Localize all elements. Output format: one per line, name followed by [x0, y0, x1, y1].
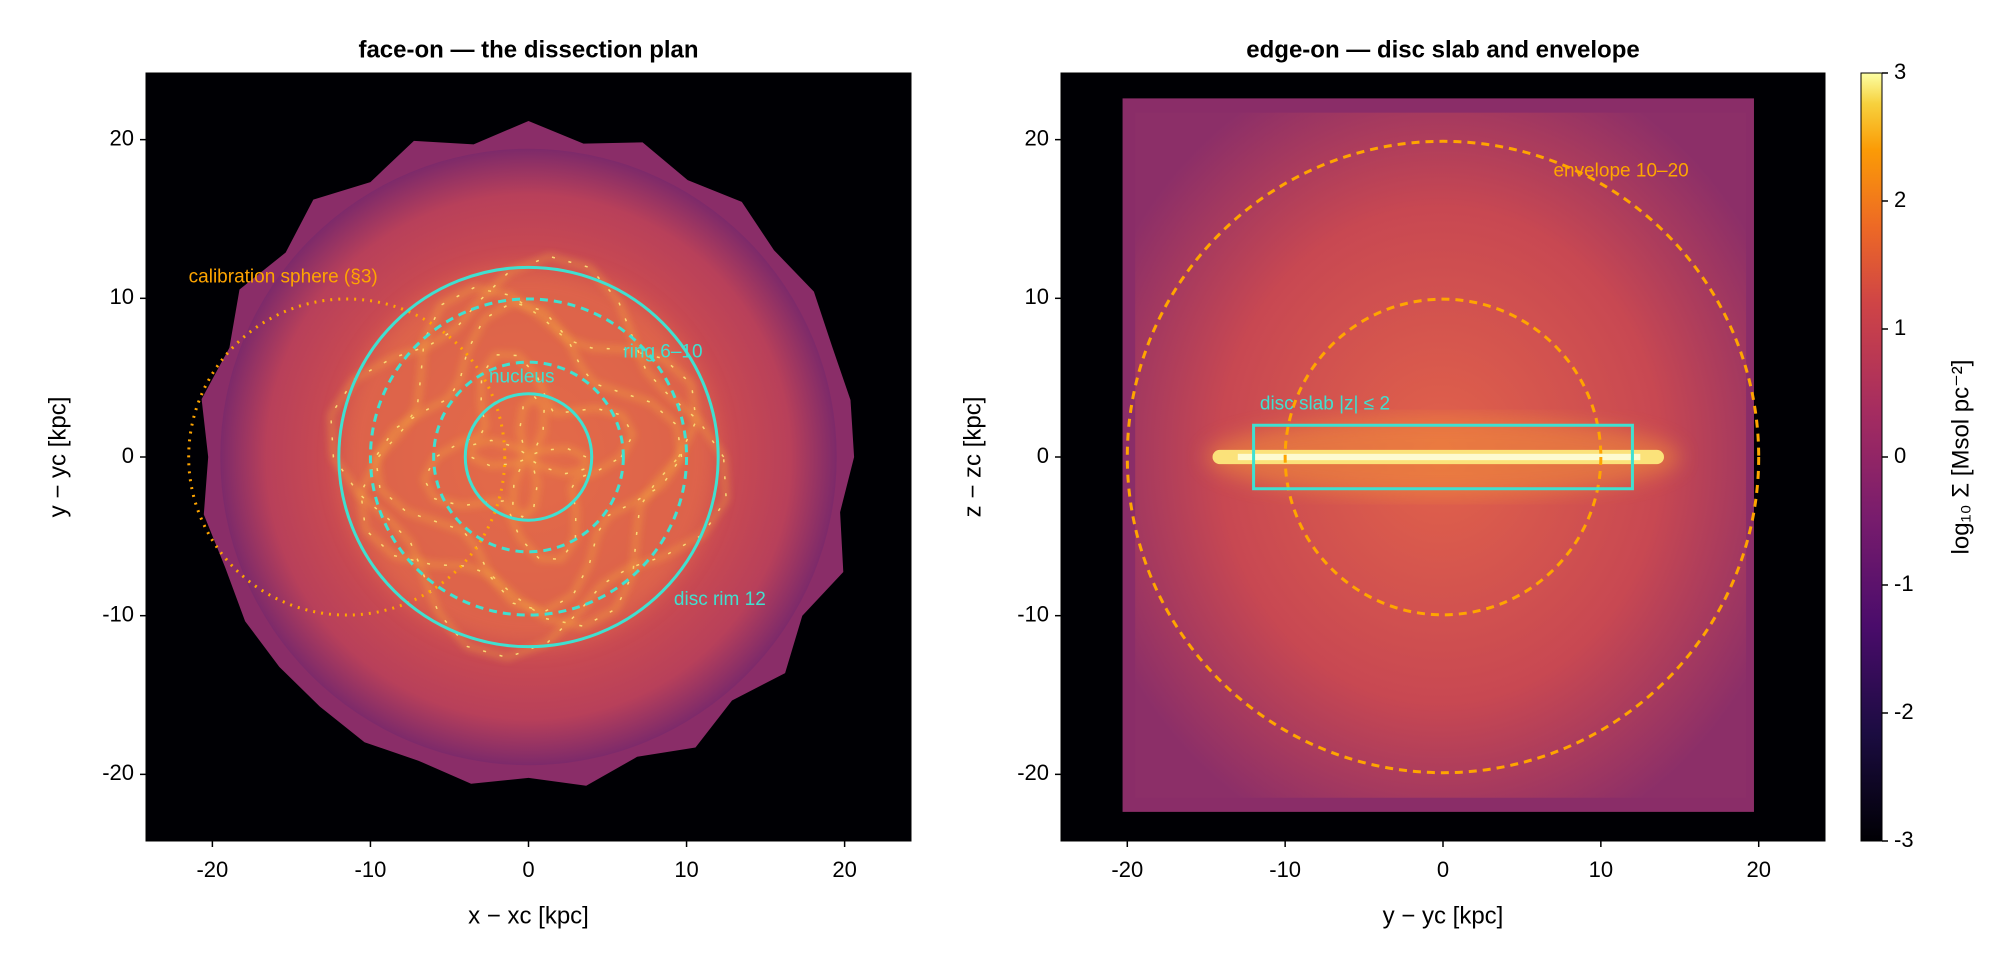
panel-edge-on: envelope 10–20 disc slab |z| ≤ 2 -20 -10 0 10… — [959, 36, 1826, 929]
region-circle — [1125, 139, 1761, 775]
colorbar-tick-label: -1 — [1894, 571, 1914, 596]
colorbar-tick-label: 2 — [1894, 187, 1906, 212]
x-tick-label: 0 — [1437, 857, 1449, 882]
filament-core — [330, 255, 727, 659]
colorbar-tick-label: 1 — [1894, 315, 1906, 340]
heatmap — [1061, 73, 1825, 841]
y-tick-label: 10 — [1025, 284, 1049, 309]
y-tick-label: 0 — [1037, 443, 1049, 468]
region-circle — [368, 297, 689, 617]
colorbar-tick-label: -3 — [1894, 827, 1914, 852]
annotation: disc slab |z| ≤ 2 — [1260, 394, 1390, 415]
annotation: disc rim 12 — [674, 589, 766, 610]
slab-core — [1237, 453, 1641, 461]
colorbar-tick-label: -2 — [1894, 699, 1914, 724]
region-circle — [1283, 297, 1603, 617]
y-tick-label: -20 — [1017, 760, 1049, 785]
x-tick-label: 10 — [1589, 857, 1613, 882]
colorbar-label: log₁₀ Σ [Msol pc⁻²] — [1947, 360, 1974, 555]
x-tick-label: 0 — [522, 857, 534, 882]
y-tick-label: 20 — [1025, 125, 1049, 150]
x-tick-label: 20 — [1746, 857, 1770, 882]
y-axis-label: y − yc [kpc] — [44, 397, 71, 518]
annotation: envelope 10–20 — [1553, 160, 1688, 181]
filament — [469, 394, 588, 520]
y-tick-label: 0 — [122, 443, 134, 468]
filament — [373, 300, 683, 614]
annotation: nucleus — [489, 367, 555, 388]
x-tick-label: 10 — [674, 857, 698, 882]
region-circle — [337, 265, 720, 649]
filament-core — [360, 287, 697, 627]
y-axis-label: z − zc [kpc] — [959, 397, 986, 518]
chart-title: face-on — the dissection plan — [358, 36, 698, 63]
annotation: ring 6–10 — [623, 341, 702, 362]
x-axis-label: y − yc [kpc] — [1383, 902, 1504, 929]
y-tick-label: 20 — [110, 125, 134, 150]
y-tick-label: 10 — [110, 284, 134, 309]
y-tick-label: -10 — [102, 601, 134, 626]
y-tick-label: -10 — [1017, 601, 1049, 626]
panel-face-on: calibration sphere (§3) ring 6–10 nucleus d… — [44, 36, 912, 929]
y-tick-label: -20 — [102, 760, 134, 785]
colorbar-tick-label: 0 — [1894, 443, 1906, 468]
colorbar-scale — [1860, 72, 1883, 842]
annotation: calibration sphere (§3) — [189, 267, 378, 288]
heatmap — [146, 73, 911, 841]
x-tick-label: -20 — [1111, 857, 1143, 882]
region-circle — [432, 360, 625, 554]
colorbar: -3 -2 -1 0 1 2 3 log₁₀ Σ [Msol pc⁻²] — [1860, 59, 1974, 852]
x-tick-label: -20 — [196, 857, 228, 882]
x-tick-label: -10 — [355, 857, 387, 882]
region-rect — [1252, 423, 1634, 491]
x-tick-label: 20 — [832, 857, 856, 882]
chart-title: edge-on — disc slab and envelope — [1246, 36, 1639, 63]
colorbar-tick-label: 3 — [1894, 59, 1906, 84]
x-tick-label: -10 — [1269, 857, 1301, 882]
region-circle — [187, 297, 507, 617]
heatmap-body — [1122, 98, 1754, 812]
region-circle — [463, 392, 594, 522]
x-axis-label: x − xc [kpc] — [468, 902, 589, 929]
